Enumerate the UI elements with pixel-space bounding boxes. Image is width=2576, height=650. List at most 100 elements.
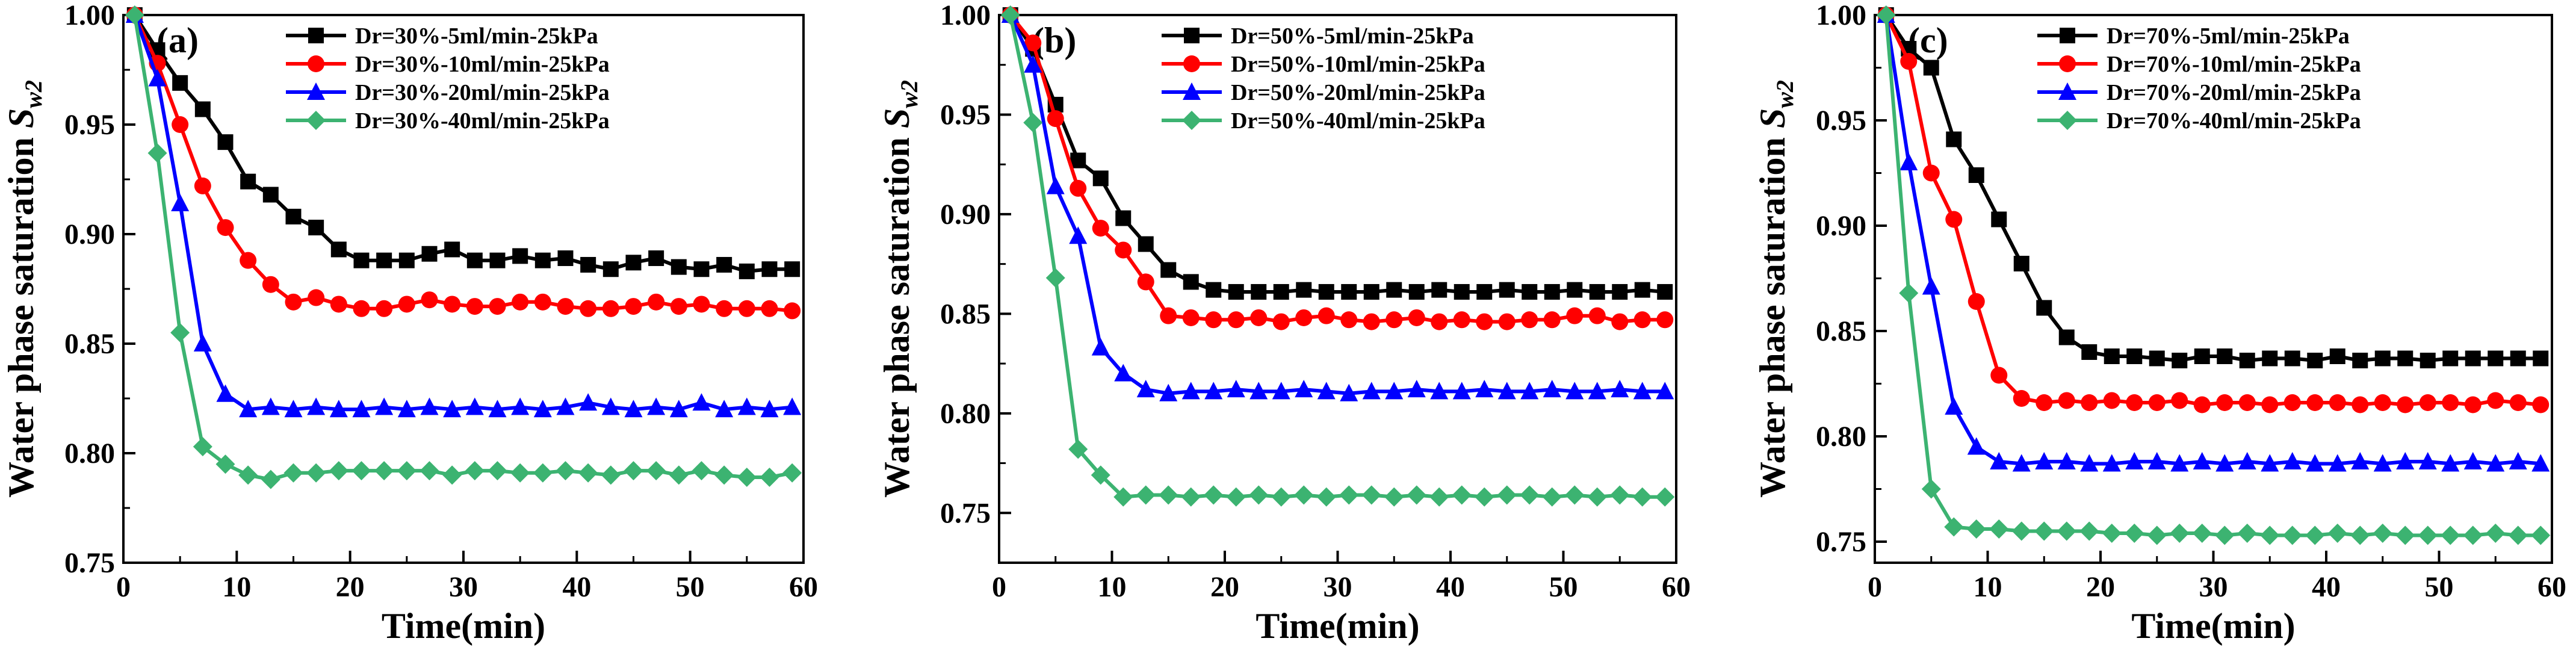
panel-c-series-1-point [2058,329,2075,345]
panel-c-series-4-point [1876,5,1896,25]
panel-a-x-tick-label: 0 [116,571,131,603]
panel-a-series-4-point [238,465,258,485]
panel-c-legend-label-1: Dr=70%-5ml/min-25kPa [2107,23,2350,49]
panel-c-series-1-point [1923,60,1939,76]
panel-b-series-1-point [1206,282,1222,298]
panel-c-series-1-point [2194,348,2210,364]
panel-c-series-3-point [1899,153,1918,170]
panel-b-series-2-point [1408,309,1425,326]
panel-a-series-4-point [782,463,802,483]
panel-c-series-1-point [2397,350,2413,367]
panel-a-series-1 [126,7,800,279]
panel-b-series-2-point [1070,179,1087,197]
panel-a-x-tick-label: 10 [222,571,251,603]
panel-a-x-tick-label: 50 [676,571,705,603]
panel-b-series-4-point [1542,487,1562,507]
panel-a-series-4-point [669,465,689,485]
panel-c-series-4-point [2350,525,2370,545]
panel-b-series-3-point [1407,380,1426,398]
panel-a-series-1-point [534,252,551,268]
panel-c-y-axis-title: Water phase saturation Sw2 [1753,80,1798,498]
panel-b-series-2-point [1566,307,1584,324]
panel-b-series-2-point [1340,311,1358,329]
panel-a-series-1-point [262,187,279,203]
panel-b-series-1-point [1567,282,1583,298]
panel-c-series-4-point [2327,524,2347,543]
panel-c-series-1-point [2081,344,2098,360]
panel-a-legend-marker-1 [308,28,324,43]
panel-c-series-2 [1877,7,2550,413]
panel-c-series-2-point [2283,394,2301,411]
panel-b-series-2-point [1295,309,1313,326]
panel-c-series-2-point [2193,396,2211,413]
panel-a-series-3-point [261,397,280,415]
panel-c-series-1-point [2533,350,2549,367]
panel-c-series-3-point [1922,277,1940,295]
panel-b-series-3-point [1295,380,1313,398]
panel-c-series-1-point [1991,211,2007,228]
panel-a-series-3-point [465,397,484,415]
panel-c-y-tick-label: 0.85 [1816,315,1866,347]
panel-a-series-2-point [602,300,619,317]
panel-c-series-2-point [2238,394,2256,411]
panel-b-series-3-point [1136,380,1155,398]
panel-a-series-4-point [714,465,734,485]
panel-b-series-1-point [1408,283,1425,300]
panel-a-series-1-point [716,256,732,273]
panel-c-y-tick-label: 0.80 [1816,421,1866,453]
panel-a-series-2-point [648,293,665,311]
panel-a-series-3-point [783,397,802,415]
panel-b-series-3-point [1024,55,1042,73]
panel-b-series-2-point [1160,307,1177,324]
panel-b-series-1-point [1657,283,1673,300]
panel-b-series-3-point [1204,382,1223,400]
panel-a-legend-marker-2 [308,55,324,72]
panel-b-series-4-point [1249,485,1269,505]
panel-b-y-axis-title-main: Water phase saturation [877,128,917,498]
panel-b-series-4-point [1407,485,1426,505]
panel-b-y-tick-label: 0.95 [940,99,991,131]
panel-b-y-tick-label: 0.90 [940,199,991,231]
panel-c-series-2-point [2081,394,2098,411]
panel-b-series-4-point [1475,487,1494,507]
panel-c-legend-marker-3 [2058,82,2076,100]
panel-b-series-4-point [1316,487,1336,507]
panel-a-series-3-point [669,400,688,418]
panel-c-legend-marker-4 [2058,111,2077,130]
panel-c-series-3-point [2306,454,2324,472]
panel-c-series-3-point [2531,454,2550,472]
panel-c-y-tick-label: 1.00 [1816,0,1866,31]
panel-b-y-axis-title-symbol: S [877,108,917,128]
panel-c-series-4-point [2237,524,2257,543]
panel-a-series-2-point [421,291,438,309]
panel-a-series-2-point [217,219,234,237]
panel-b-series-1-point [1363,283,1379,300]
panel-b-series-4-point [1159,485,1178,505]
panel-b-series-2-point [1272,313,1290,330]
panel-a-x-tick-label: 60 [789,571,818,603]
panel-c-series-3-point [2261,454,2279,472]
panel-b-series-4-point [1610,485,1630,505]
panel-b-series-4-point [1520,485,1540,505]
panel-a-series-1-point [217,134,234,150]
panel-b-legend-label-1: Dr=50%-5ml/min-25kPa [1231,23,1474,49]
panel-a-legend-marker-4 [306,111,326,130]
panel-b-x-tick-label: 30 [1324,571,1352,603]
panel-c-series-2-point [1968,293,1985,310]
panel-a-series-2-point [693,296,710,313]
panel-c-series-4 [1876,5,2551,545]
panel-b-series-4-point [1068,439,1088,459]
panel-a-series-3-point [511,397,530,415]
panel-b-series-2-point [1317,307,1335,324]
panel-a-series-1-point [512,248,528,264]
panel-b-series-3-point [1656,382,1674,400]
panel-a-y-tick-label: 0.75 [64,547,115,579]
panel-b-series-3-point [1543,380,1561,398]
panel-a-legend-label-3: Dr=30%-20ml/min-25kPa [355,80,610,105]
panel-a-series-4-point [488,461,507,481]
panel-a-series-1-point [670,259,687,275]
panel-a-series-3-point [556,397,575,415]
panel-c-legend: Dr=70%-5ml/min-25kPa Dr=70%-10ml/min-25kP… [2037,23,2361,134]
panel-c-series-4-point [2057,521,2076,541]
panel-c-y-axis-title-subscript: w2 [1771,80,1798,108]
